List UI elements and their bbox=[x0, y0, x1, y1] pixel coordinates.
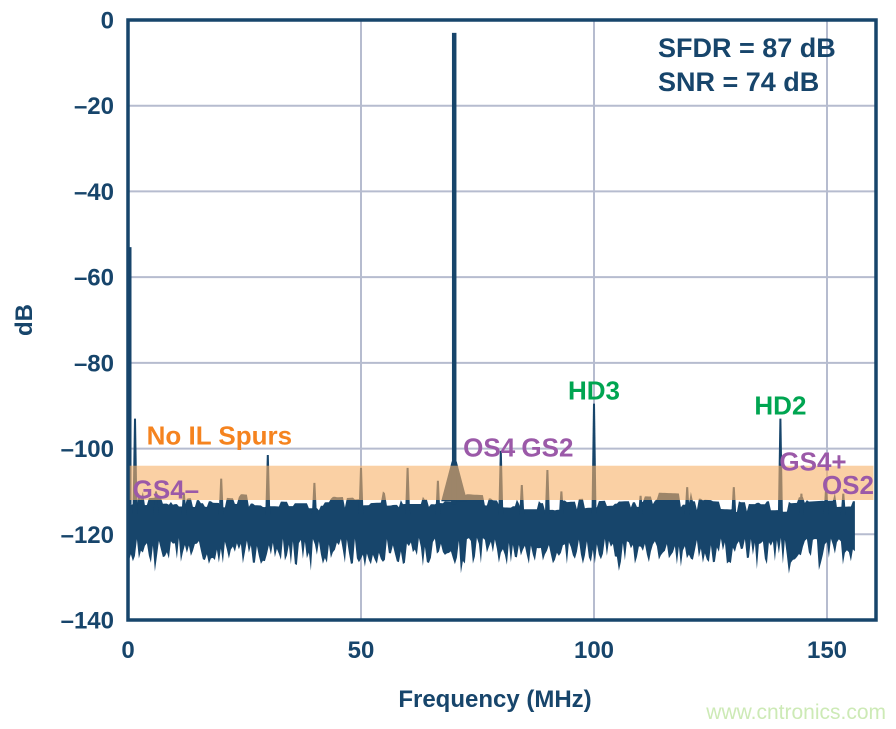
spur bbox=[638, 495, 644, 515]
annotation-hd3: HD3 bbox=[568, 376, 620, 406]
annotation-os2: OS2 bbox=[822, 470, 874, 500]
no-il-spurs-band bbox=[129, 465, 874, 500]
annotation-hd2: HD2 bbox=[754, 391, 806, 421]
x-tick-label: 50 bbox=[348, 637, 375, 664]
annotation-gs2: GS2 bbox=[521, 432, 573, 462]
y-tick-label: –60 bbox=[74, 265, 114, 292]
annotation-gs4: GS4– bbox=[133, 474, 200, 504]
y-tick-label: –120 bbox=[61, 522, 114, 549]
watermark: www.cntronics.com bbox=[705, 701, 886, 724]
stats-line: SFDR = 87 dB bbox=[658, 33, 836, 63]
x-tick-label: 0 bbox=[121, 637, 134, 664]
y-tick-label: –100 bbox=[61, 436, 114, 463]
noise-floor bbox=[128, 491, 855, 574]
carrier-tone bbox=[451, 32, 457, 505]
stats-line: SNR = 74 dB bbox=[658, 67, 819, 97]
annotation-gs4: GS4+ bbox=[779, 446, 846, 476]
annotation-noilspurs: No IL Spurs bbox=[147, 421, 292, 451]
x-axis-title: Frequency (MHz) bbox=[398, 686, 591, 713]
y-tick-label: –40 bbox=[74, 179, 114, 206]
y-tick-label: –20 bbox=[74, 93, 114, 120]
x-tick-label: 100 bbox=[574, 637, 614, 664]
annotation-os4: OS4 bbox=[463, 432, 516, 462]
y-tick-label: 0 bbox=[101, 8, 114, 35]
y-tick-label: –80 bbox=[74, 350, 114, 377]
y-axis-title: dB bbox=[11, 304, 38, 336]
y-tick-label: –140 bbox=[61, 608, 114, 635]
x-tick-label: 150 bbox=[807, 637, 847, 664]
plot-border bbox=[126, 18, 878, 622]
